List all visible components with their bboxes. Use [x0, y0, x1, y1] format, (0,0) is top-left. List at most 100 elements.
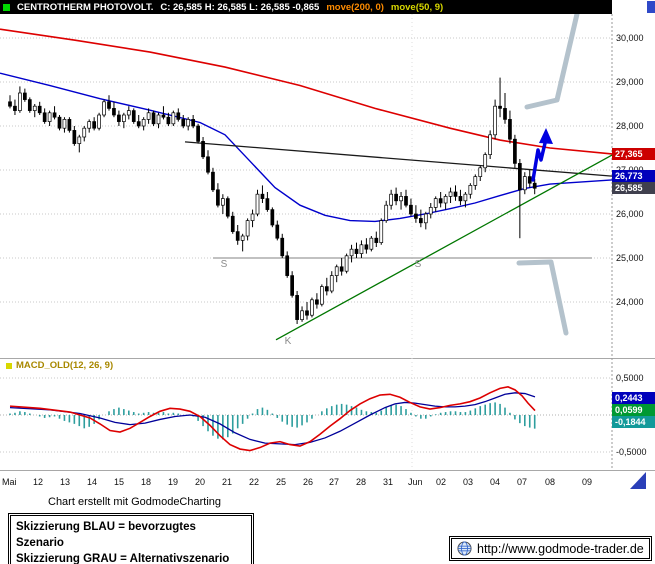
candle-body — [240, 235, 245, 241]
candle-body — [448, 191, 453, 197]
sketch-alt-scenario-up — [524, 11, 580, 110]
candle-body — [369, 237, 374, 250]
symbol-color-chip — [3, 3, 10, 11]
candle-body — [230, 215, 235, 232]
header-corner — [612, 0, 655, 14]
candle-body — [23, 92, 27, 100]
candle-body — [32, 105, 37, 111]
candle-body — [433, 198, 438, 208]
candle-body — [67, 119, 72, 131]
candle-body — [473, 176, 478, 186]
candle-body — [295, 295, 299, 320]
candle-body — [285, 255, 290, 276]
macd-title-text: MACD_OLD(12, 26, 9) — [16, 360, 114, 371]
candle-body — [329, 275, 334, 292]
ma50-line — [0, 72, 613, 223]
candle-body — [62, 119, 67, 129]
candle-body — [428, 207, 433, 215]
x-axis-label: 31 — [383, 477, 393, 487]
legend-line-blue: Skizzierung BLAU = bevorzugtes Szenario — [16, 521, 196, 549]
header-bar: CENTROTHERM PHOTOVOLT. C: 26,585 H: 26,5… — [0, 0, 612, 14]
candle-body — [250, 213, 255, 221]
x-axis-label: 18 — [141, 477, 151, 487]
candle-body — [92, 121, 97, 129]
ma200-price-label: 27,365 — [612, 148, 655, 160]
candle-body — [527, 176, 532, 184]
macd-value-label: 0,0599 — [612, 404, 655, 416]
candle-body — [176, 112, 181, 120]
candle-body — [52, 112, 57, 118]
candle-body — [196, 125, 200, 142]
candle-body — [245, 220, 250, 237]
candle-body — [324, 286, 329, 292]
candle-body — [235, 231, 240, 241]
candle-body — [517, 163, 522, 191]
x-axis-label: 25 — [276, 477, 286, 487]
candle-body — [211, 171, 215, 191]
x-axis-label: 28 — [356, 477, 366, 487]
candle-body — [270, 209, 275, 226]
candle-body — [82, 127, 87, 138]
candle-body — [438, 198, 443, 204]
macd-line — [9, 386, 536, 452]
x-axis-label: 15 — [114, 477, 124, 487]
candle-body — [216, 189, 220, 206]
x-axis-label: 22 — [249, 477, 259, 487]
x-axis-label: 08 — [545, 477, 555, 487]
candle-body — [201, 141, 205, 158]
y-axis-tick-label: 28,000 — [616, 121, 644, 131]
candle-body — [315, 299, 319, 305]
candle-body — [493, 105, 497, 136]
pattern-marker-S: S — [415, 259, 422, 270]
candle-body — [151, 112, 156, 125]
candle-body — [532, 182, 537, 189]
candle-body — [186, 119, 191, 127]
candle-body — [384, 204, 389, 221]
sketch-alt-scenario-down — [516, 259, 569, 336]
candle-body — [136, 121, 141, 127]
candle-body — [508, 119, 512, 140]
candle-body — [379, 220, 384, 243]
candle-body — [359, 244, 364, 254]
candle-body — [414, 213, 418, 219]
candle-body — [423, 213, 428, 224]
candle-body — [389, 193, 393, 206]
candle-body — [419, 218, 423, 224]
candle-body — [146, 112, 151, 120]
candle-body — [280, 237, 285, 257]
x-axis-label: 13 — [60, 477, 70, 487]
candle-body — [37, 105, 42, 114]
candle-body — [102, 101, 106, 116]
candle-body — [161, 114, 166, 118]
candle-body — [453, 191, 458, 197]
sketch-arrowhead — [539, 128, 553, 144]
candle-body — [181, 119, 186, 127]
header-corner-box — [647, 1, 655, 13]
last-price-label: 26,585 — [612, 182, 655, 194]
candle-body — [300, 310, 304, 320]
candle-body — [399, 196, 403, 202]
godmode-logo-triangle — [630, 472, 646, 489]
x-axis-label: Mai — [2, 477, 17, 487]
candle-body — [131, 110, 136, 122]
indicator-ma50-label: move(50, 9) — [390, 1, 444, 13]
url-text[interactable]: http://www.godmode-trader.de — [477, 541, 644, 556]
x-axis-label: 26 — [303, 477, 313, 487]
candle-body — [107, 101, 111, 109]
macd-indicator-title: MACD_OLD(12, 26, 9) — [6, 360, 113, 371]
candle-body — [265, 198, 270, 210]
candle-body — [87, 121, 92, 129]
macd-signal-line — [9, 392, 536, 446]
macd-lower-bound-label: -0,5000 — [616, 447, 647, 457]
x-axis-label: Jun — [408, 477, 423, 487]
candle-body — [394, 193, 398, 202]
candle-body — [171, 112, 176, 125]
candle-body — [488, 134, 492, 155]
x-axis-label: 02 — [436, 477, 446, 487]
candle-body — [42, 112, 47, 122]
candle-body — [349, 248, 354, 257]
candle-body — [191, 119, 195, 127]
candle-body — [354, 248, 359, 254]
macd-histogram-value-label: -0,1844 — [612, 416, 655, 428]
